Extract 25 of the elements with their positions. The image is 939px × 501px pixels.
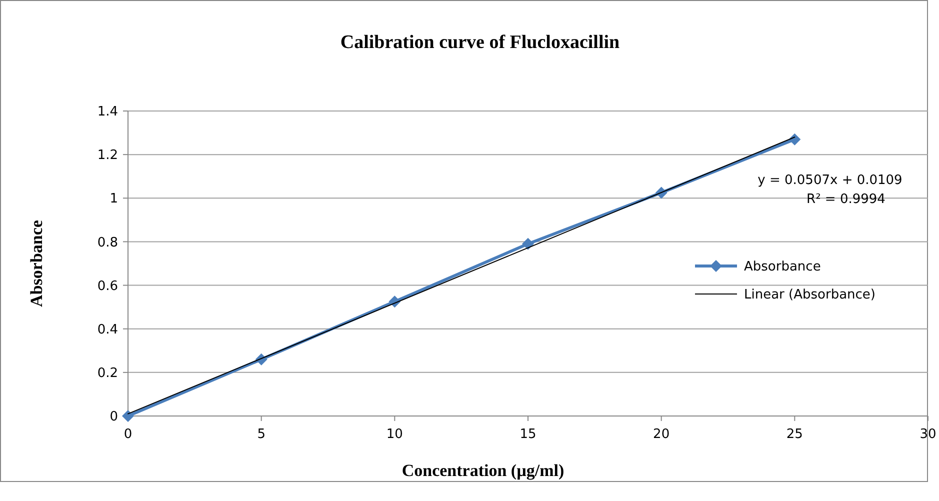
y-tick-label: 0.2 (97, 366, 118, 381)
x-tick-label: 5 (257, 427, 266, 442)
point (122, 410, 134, 422)
legend-label: Linear (Absorbance) (744, 288, 876, 303)
y-tick-label: 0.8 (97, 235, 118, 250)
x-tick-label: 15 (520, 427, 536, 442)
y-tick-label: 0.6 (97, 278, 118, 294)
x-tick-label: 30 (920, 427, 936, 442)
legend-label: Absorbance (744, 260, 821, 275)
y-axis-title: Absorbance (27, 220, 46, 307)
y-tick-label: 0.4 (97, 322, 118, 338)
annotation: y = 0.0507x + 0.0109 (758, 173, 902, 188)
x-tick-label: 0 (124, 427, 132, 442)
chart-title: Calibration curve of Flucloxacillin (340, 32, 620, 53)
point (788, 133, 801, 146)
x-tick-label: 25 (786, 427, 803, 442)
x-tick-label: 10 (386, 427, 403, 442)
x-tick-label: 20 (653, 427, 670, 442)
y-tick-label: 1 (110, 192, 118, 207)
y-tick-label: 0 (110, 410, 118, 425)
x-axis-title: Concentration (µg/ml) (402, 461, 564, 480)
annotation: R² = 0.9994 (806, 192, 886, 207)
y-tick-label: 1.4 (97, 104, 118, 120)
point (522, 238, 534, 250)
y-tick-label: 1.2 (97, 148, 118, 164)
